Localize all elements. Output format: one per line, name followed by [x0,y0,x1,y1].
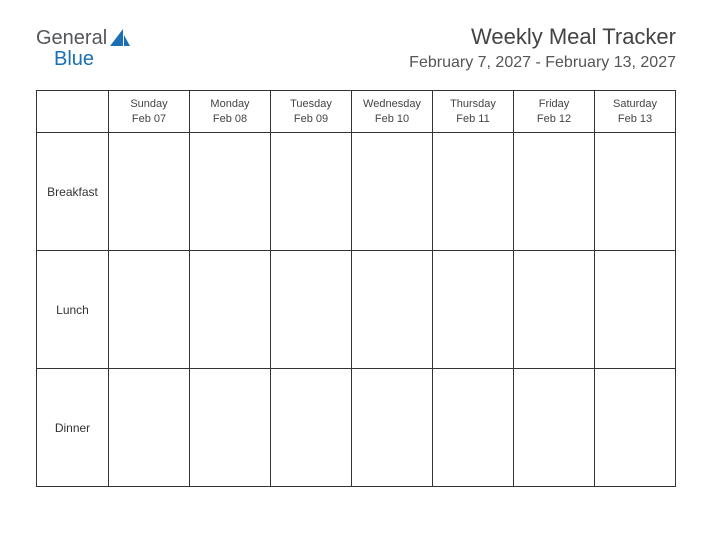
day-date: Feb 08 [192,112,268,126]
day-name: Thursday [435,97,511,111]
row-label: Lunch [37,251,109,369]
meal-cell [352,133,433,251]
col-header: Saturday Feb 13 [595,91,676,133]
meal-cell [352,369,433,487]
meal-cell [595,369,676,487]
meal-tracker-table: Sunday Feb 07 Monday Feb 08 Tuesday Feb … [36,90,676,487]
col-header: Tuesday Feb 09 [271,91,352,133]
day-date: Feb 07 [111,112,187,126]
table-corner [37,91,109,133]
row-label: Breakfast [37,133,109,251]
day-name: Wednesday [354,97,430,111]
col-header: Friday Feb 12 [514,91,595,133]
day-name: Sunday [111,97,187,111]
meal-cell [190,133,271,251]
day-date: Feb 10 [354,112,430,126]
meal-cell [109,251,190,369]
page-title: Weekly Meal Tracker [409,24,676,50]
meal-cell [271,133,352,251]
day-name: Friday [516,97,592,111]
logo-text: General Blue [36,28,107,70]
meal-cell [595,133,676,251]
meal-cell [109,133,190,251]
meal-cell [514,369,595,487]
day-date: Feb 12 [516,112,592,126]
table-header-row: Sunday Feb 07 Monday Feb 08 Tuesday Feb … [37,91,676,133]
meal-cell [271,369,352,487]
meal-cell [190,369,271,487]
logo: General Blue [36,24,131,70]
day-date: Feb 11 [435,112,511,126]
col-header: Monday Feb 08 [190,91,271,133]
col-header: Thursday Feb 11 [433,91,514,133]
meal-cell [514,133,595,251]
meal-cell [433,251,514,369]
meal-cell [352,251,433,369]
title-block: Weekly Meal Tracker February 7, 2027 - F… [409,24,676,72]
day-date: Feb 09 [273,112,349,126]
day-name: Saturday [597,97,673,111]
logo-blue-text: Blue [54,49,107,70]
col-header: Sunday Feb 07 [109,91,190,133]
meal-cell [190,251,271,369]
logo-general-text: General [36,27,107,49]
meal-cell [433,369,514,487]
table-row: Dinner [37,369,676,487]
meal-cell [514,251,595,369]
meal-cell [271,251,352,369]
meal-cell [595,251,676,369]
date-range: February 7, 2027 - February 13, 2027 [409,54,676,72]
table-row: Lunch [37,251,676,369]
day-date: Feb 13 [597,112,673,126]
logo-sail-icon [109,28,131,50]
meal-cell [433,133,514,251]
row-label: Dinner [37,369,109,487]
table-row: Breakfast [37,133,676,251]
day-name: Tuesday [273,97,349,111]
meal-cell [109,369,190,487]
day-name: Monday [192,97,268,111]
col-header: Wednesday Feb 10 [352,91,433,133]
header: General Blue Weekly Meal Tracker Februar… [36,24,676,72]
